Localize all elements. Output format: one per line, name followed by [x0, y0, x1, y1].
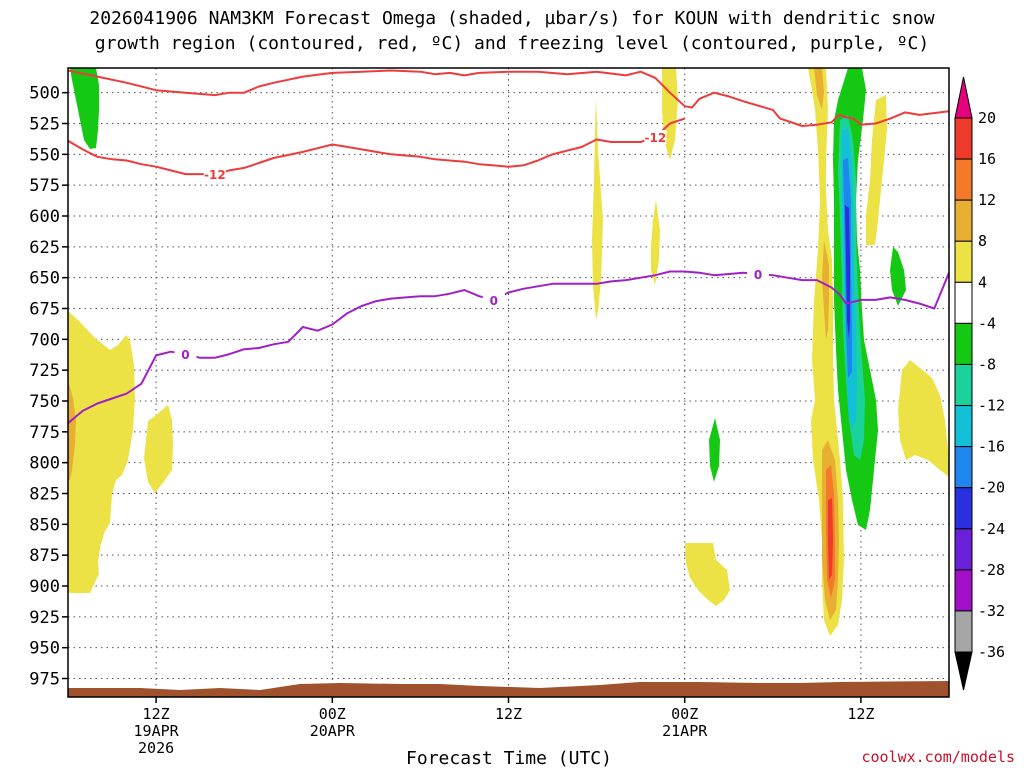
omega-region: [822, 240, 829, 340]
contour-dgz-lower: [68, 117, 686, 176]
contour-label-bg: [747, 266, 770, 281]
omega-region: [828, 498, 833, 580]
terrain-surface: [68, 681, 949, 697]
omega-region: [592, 98, 603, 320]
y-tick-label: 950: [29, 639, 60, 659]
y-tick-label: 750: [29, 392, 60, 412]
omega-region: [890, 247, 906, 306]
colorbar-swatch: [954, 528, 973, 571]
y-axis: 500 525 550 575 600 625 650 675 700 725 750 775 800 8…: [29, 84, 68, 690]
y-tick-label: 875: [29, 546, 60, 566]
x-tick-time: 00Z: [671, 705, 698, 723]
x-tick-time: 12Z: [495, 705, 522, 723]
colorbar-swatch: [954, 610, 973, 653]
colorbar-swatch: [954, 117, 973, 160]
colorbar-swatch: [954, 363, 973, 407]
omega-region: [68, 311, 135, 593]
colorbar-tick-label: -36: [978, 643, 1005, 661]
contour-label-bg: [482, 292, 505, 307]
contour-label: 0: [490, 294, 498, 308]
colorbar-swatch: [954, 487, 973, 530]
y-tick-label: 925: [29, 608, 60, 628]
omega-region: [709, 418, 720, 482]
colorbar-tick-label: -20: [978, 479, 1005, 497]
y-tick-label: 525: [29, 115, 60, 135]
x-axis-label: Forecast Time (UTC): [406, 748, 612, 768]
colorbar-swatch: [954, 281, 973, 324]
colorbar-tick-label: 12: [978, 191, 996, 209]
x-tick-date: 19APR: [134, 722, 180, 740]
contour-dgz-upper: [68, 69, 949, 127]
omega-region: [68, 380, 76, 480]
omega-region: [898, 360, 949, 477]
y-tick-label: 900: [29, 577, 60, 597]
colorbar-tick-label: -24: [978, 520, 1005, 538]
y-tick-label: 550: [29, 145, 60, 165]
x-tick-time: 12Z: [143, 705, 170, 723]
y-tick-label: 725: [29, 361, 60, 381]
colorbar-tick-label: -32: [978, 602, 1005, 620]
colorbar-tick-label: -4: [978, 314, 996, 332]
contour-label-bg: [644, 130, 667, 145]
colorbar-tick-label: 8: [978, 232, 987, 250]
x-tick-time: 12Z: [847, 705, 874, 723]
x-tick-date: 20APR: [310, 722, 356, 740]
omega-region: [866, 95, 887, 245]
credit-link[interactable]: coolwx.com/models: [861, 748, 1015, 766]
contour-label-bg: [174, 347, 197, 362]
omega-region: [651, 200, 660, 285]
x-tick-time: 00Z: [319, 705, 346, 723]
colorbar-tick-label: -12: [978, 397, 1005, 415]
y-tick-label: 800: [29, 454, 60, 474]
omega-region: [845, 205, 850, 340]
colorbar-tick-label: 4: [978, 273, 987, 291]
colorbar-top-arrow: [954, 76, 973, 119]
y-tick-label: 625: [29, 238, 60, 258]
colorbar-tick-label: -8: [978, 355, 996, 373]
contour-freezing-level: [68, 270, 949, 424]
omega-region: [685, 543, 730, 606]
colorbar-swatch: [954, 158, 973, 201]
y-tick-label: 650: [29, 269, 60, 289]
omega-region: [70, 68, 99, 149]
colorbar-swatch: [954, 322, 973, 365]
colorbar-tick-label: 16: [978, 150, 996, 168]
chart-title-line-2: growth region (contoured, red, ºC) and f…: [95, 33, 929, 54]
y-tick-label: 775: [29, 423, 60, 443]
contours: -12 -12 0 0 0: [68, 69, 949, 424]
x-tick-date: 21APR: [662, 722, 708, 740]
y-tick-label: 825: [29, 485, 60, 505]
y-tick-label: 675: [29, 300, 60, 320]
colorbar: 20 16 12 8 4 -4 -8 -12 -16 -20 -24 -28 -32 -36: [954, 76, 1005, 691]
omega-region: [814, 68, 824, 110]
y-tick-label: 700: [29, 330, 60, 350]
colorbar-bottom-arrow: [954, 651, 973, 691]
colorbar-swatch: [954, 569, 973, 612]
contour-label: -12: [644, 131, 666, 145]
x-tick-year: 2026: [138, 739, 174, 757]
omega-shading: [68, 68, 949, 636]
colorbar-tick-label: -28: [978, 561, 1005, 579]
omega-region: [144, 405, 173, 493]
colorbar-swatch: [954, 405, 973, 448]
contour-label: -12: [204, 168, 226, 182]
colorbar-swatch: [954, 240, 973, 283]
colorbar-swatch: [954, 199, 973, 242]
y-tick-label: 600: [29, 207, 60, 227]
y-tick-label: 850: [29, 515, 60, 535]
contour-label: 0: [181, 348, 189, 362]
y-tick-label: 500: [29, 84, 60, 104]
y-tick-label: 575: [29, 176, 60, 196]
colorbar-tick-label: 20: [978, 109, 996, 127]
y-tick-label: 975: [29, 670, 60, 690]
contour-label-bg: [203, 167, 226, 182]
chart-title-line-1: 2026041906 NAM3KM Forecast Omega (shaded…: [89, 8, 934, 29]
colorbar-tick-label: -16: [978, 438, 1005, 456]
contour-label: 0: [754, 268, 762, 282]
colorbar-swatch: [954, 446, 973, 489]
